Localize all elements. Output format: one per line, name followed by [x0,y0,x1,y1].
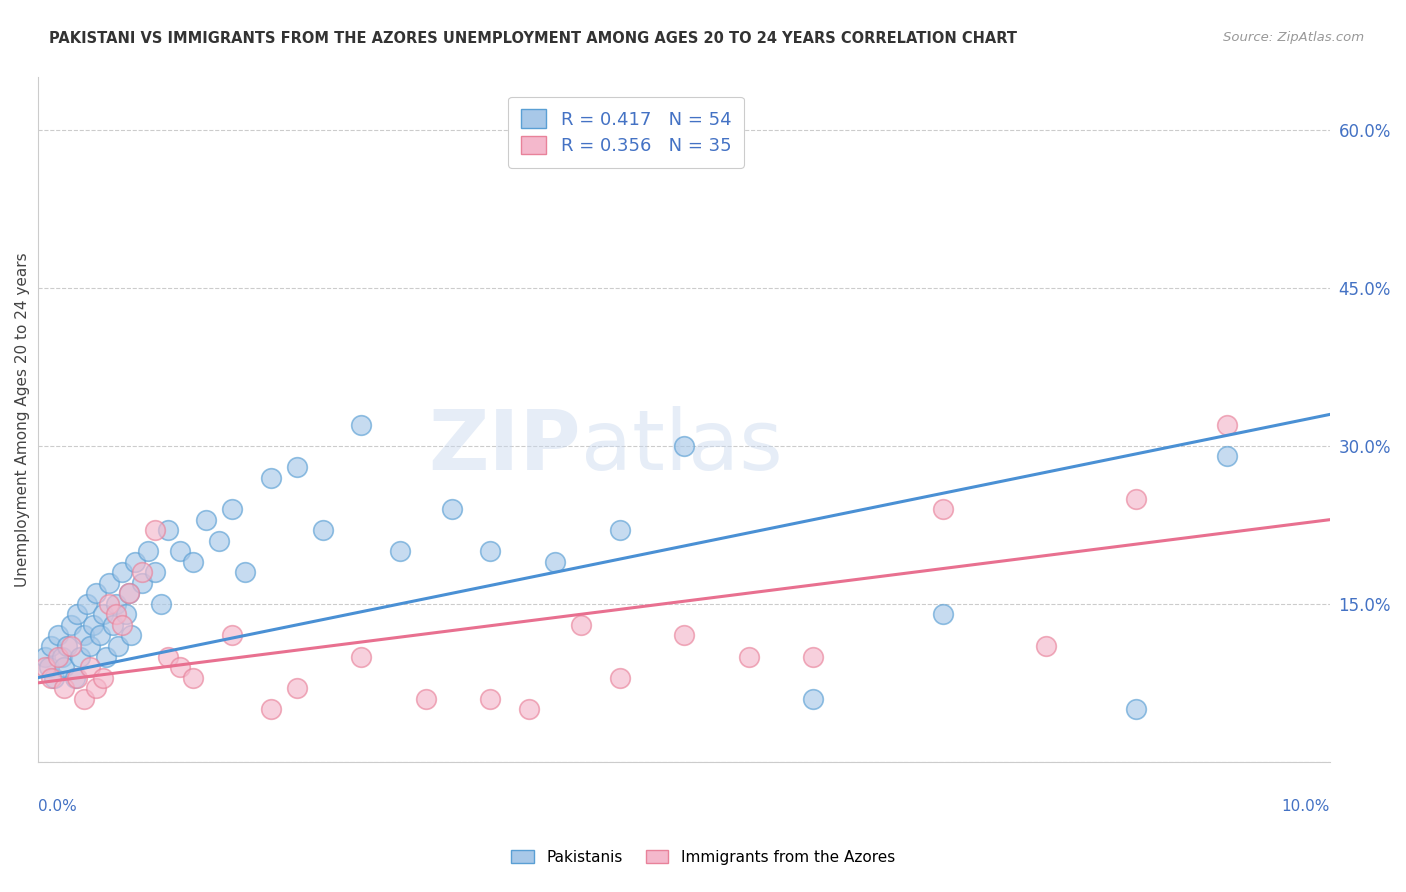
Point [479,544,502,558]
Point [931,502,953,516]
Point [285,681,308,695]
Point [440,502,463,516]
Point [34,660,56,674]
Point [86,681,108,695]
Point [86,586,108,600]
Point [569,618,592,632]
Point [609,523,631,537]
Point [131,575,153,590]
Point [91,671,114,685]
Point [59,639,82,653]
Point [51,649,73,664]
Point [46,649,69,664]
Point [609,671,631,685]
Point [150,597,173,611]
Text: atlas: atlas [581,407,783,488]
Point [104,607,127,622]
Point [103,618,125,632]
Point [118,586,141,600]
Point [221,502,243,516]
Point [673,439,696,453]
Point [1125,491,1147,506]
Text: ZIP: ZIP [429,407,581,488]
Point [76,597,98,611]
Point [136,544,159,558]
Point [69,649,91,664]
Point [79,660,101,674]
Point [39,639,62,653]
Point [673,628,696,642]
Point [46,628,69,642]
Point [1125,702,1147,716]
Point [738,649,761,664]
Point [208,533,231,548]
Point [111,566,134,580]
Point [53,681,76,695]
Point [156,523,179,537]
Point [350,649,373,664]
Point [38,660,60,674]
Legend: R = 0.417   N = 54, R = 0.356   N = 35: R = 0.417 N = 54, R = 0.356 N = 35 [509,96,744,168]
Point [260,470,283,484]
Text: Source: ZipAtlas.com: Source: ZipAtlas.com [1223,31,1364,45]
Point [66,671,89,685]
Point [111,618,134,632]
Point [120,628,142,642]
Point [91,607,114,622]
Point [118,586,141,600]
Point [389,544,412,558]
Point [350,417,373,432]
Point [169,544,191,558]
Point [143,523,166,537]
Point [59,618,82,632]
Point [1216,417,1239,432]
Text: 0.0%: 0.0% [38,799,77,814]
Point [311,523,333,537]
Point [55,639,77,653]
Point [63,671,86,685]
Point [183,555,205,569]
Point [169,660,191,674]
Point [98,597,121,611]
Point [94,649,117,664]
Legend: Pakistanis, Immigrants from the Azores: Pakistanis, Immigrants from the Azores [505,844,901,871]
Point [183,671,205,685]
Point [156,649,179,664]
Point [79,639,101,653]
Text: 10.0%: 10.0% [1282,799,1330,814]
Point [1035,639,1057,653]
Point [72,628,94,642]
Point [1216,450,1239,464]
Point [39,671,62,685]
Point [195,513,218,527]
Point [34,649,56,664]
Point [233,566,256,580]
Point [104,597,127,611]
Point [285,460,308,475]
Point [89,628,111,642]
Point [82,618,104,632]
Point [221,628,243,642]
Point [143,566,166,580]
Point [803,691,825,706]
Point [544,555,567,569]
Point [42,671,65,685]
Point [115,607,138,622]
Point [53,660,76,674]
Point [124,555,146,569]
Point [107,639,129,653]
Point [479,691,502,706]
Text: PAKISTANI VS IMMIGRANTS FROM THE AZORES UNEMPLOYMENT AMONG AGES 20 TO 24 YEARS C: PAKISTANI VS IMMIGRANTS FROM THE AZORES … [49,31,1017,46]
Point [931,607,953,622]
Point [66,607,89,622]
Y-axis label: Unemployment Among Ages 20 to 24 years: Unemployment Among Ages 20 to 24 years [15,252,30,587]
Point [131,566,153,580]
Point [98,575,121,590]
Point [260,702,283,716]
Point [517,702,540,716]
Point [72,691,94,706]
Point [415,691,437,706]
Point [803,649,825,664]
